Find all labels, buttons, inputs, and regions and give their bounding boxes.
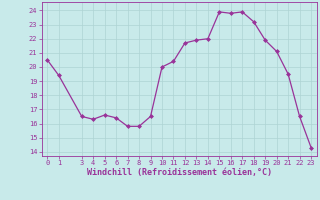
X-axis label: Windchill (Refroidissement éolien,°C): Windchill (Refroidissement éolien,°C): [87, 168, 272, 177]
